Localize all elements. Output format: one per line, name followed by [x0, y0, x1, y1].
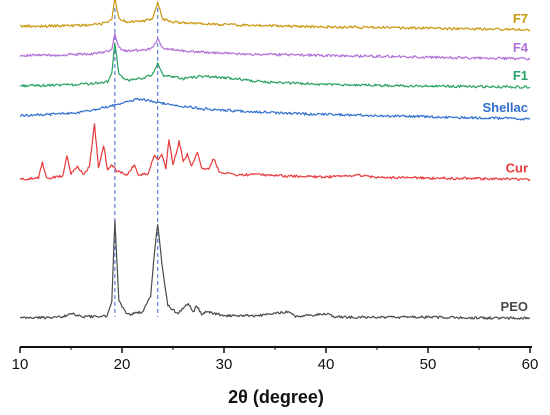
x-axis-title: 2θ (degree)	[228, 387, 324, 407]
series-label-f1: F1	[513, 68, 528, 83]
series-label-f7: F7	[513, 11, 528, 26]
trace-shellac	[19, 97, 531, 121]
trace-peo	[19, 220, 530, 320]
series-labels: F7 F4 F1 Shellac Cur PEO	[482, 11, 528, 314]
series-label-peo: PEO	[501, 299, 528, 314]
x-tick-label: 10	[12, 356, 29, 373]
trace-f4	[19, 32, 531, 61]
series-label-cur: Cur	[506, 160, 528, 175]
x-tick-label: 60	[522, 356, 539, 373]
series-label-f4: F4	[513, 40, 529, 55]
trace-f1	[19, 42, 531, 89]
x-tick-label: 20	[114, 356, 131, 373]
x-tick-label: 40	[318, 356, 335, 373]
x-tick-label: 50	[420, 356, 437, 373]
x-axis: 10 20 30 40 50 60 2θ (degree)	[12, 346, 539, 407]
trace-f7	[19, 0, 531, 32]
reference-lines	[114, 8, 159, 317]
series-label-shellac: Shellac	[482, 100, 528, 115]
trace-cur	[19, 123, 531, 182]
x-ticks: 10 20 30 40 50 60	[12, 347, 539, 373]
x-tick-label: 30	[216, 356, 233, 373]
traces	[19, 0, 531, 320]
